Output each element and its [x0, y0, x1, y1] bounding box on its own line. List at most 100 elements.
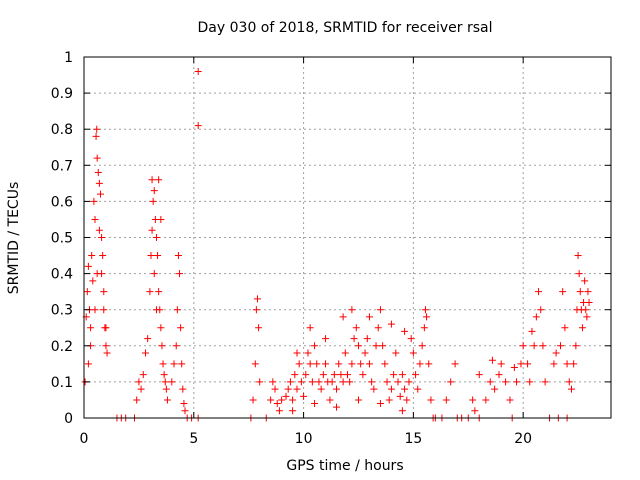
data-point — [519, 342, 527, 350]
data-point — [541, 378, 549, 386]
data-point — [401, 385, 409, 393]
x-tick-label: 0 — [80, 431, 89, 447]
data-point — [398, 407, 406, 415]
data-point — [100, 306, 108, 314]
data-point — [368, 378, 376, 386]
data-point — [152, 306, 160, 314]
data-point — [339, 378, 347, 386]
data-point — [284, 385, 292, 393]
x-tick-label: 5 — [189, 431, 198, 447]
data-point — [173, 306, 181, 314]
data-point — [103, 349, 111, 357]
data-point — [139, 371, 147, 379]
data-point — [304, 349, 312, 357]
data-point — [442, 396, 450, 404]
data-point — [576, 288, 584, 296]
data-point — [556, 342, 564, 350]
y-tick-label: 0.7 — [51, 158, 73, 174]
data-point — [352, 324, 360, 332]
data-point — [584, 288, 592, 296]
data-point — [93, 154, 101, 162]
data-point — [102, 342, 110, 350]
data-point — [90, 197, 98, 205]
data-point — [179, 385, 187, 393]
data-point — [255, 324, 263, 332]
data-point — [94, 169, 102, 177]
grid-lines — [84, 57, 611, 418]
data-point — [93, 125, 101, 133]
data-point — [575, 270, 583, 278]
data-point — [172, 342, 180, 350]
data-point — [526, 378, 534, 386]
data-point — [319, 371, 327, 379]
data-point — [416, 360, 424, 368]
data-point — [157, 215, 165, 223]
data-point — [249, 396, 257, 404]
data-point — [392, 349, 400, 357]
data-point — [524, 360, 532, 368]
data-point — [376, 400, 384, 408]
data-point — [252, 306, 260, 314]
data-point — [84, 262, 92, 270]
data-point — [313, 360, 321, 368]
data-point — [152, 234, 160, 241]
data-point — [550, 360, 558, 368]
data-point — [253, 295, 261, 303]
data-point — [471, 407, 479, 415]
data-point — [289, 407, 297, 415]
data-point — [269, 378, 277, 386]
data-point — [354, 396, 362, 404]
data-point — [96, 190, 104, 198]
y-tick-label: 0.2 — [51, 339, 73, 355]
data-point — [194, 122, 202, 130]
y-tick-label: 0.1 — [51, 375, 73, 391]
data-point — [333, 385, 341, 393]
data-point — [348, 306, 356, 314]
data-point — [83, 288, 91, 296]
data-point — [146, 288, 154, 296]
data-point — [322, 335, 330, 343]
data-point — [585, 298, 593, 306]
data-point — [552, 349, 560, 357]
data-point — [330, 371, 338, 379]
data-point — [574, 252, 582, 260]
data-point — [170, 360, 178, 368]
y-tick-label: 0.8 — [51, 122, 73, 138]
data-point — [390, 371, 398, 379]
data-points — [81, 67, 593, 422]
data-point — [337, 371, 345, 379]
data-point — [359, 371, 367, 379]
data-point — [98, 234, 106, 241]
data-point — [425, 360, 433, 368]
data-point — [581, 277, 589, 285]
data-point — [176, 270, 184, 278]
data-point — [497, 360, 505, 368]
data-point — [194, 67, 202, 75]
data-point — [135, 378, 143, 386]
data-point — [491, 385, 499, 393]
data-point — [572, 342, 580, 350]
data-point — [161, 378, 169, 386]
x-tick-label: 10 — [295, 431, 313, 447]
data-point — [563, 360, 571, 368]
data-point — [486, 378, 494, 386]
data-point — [372, 342, 380, 350]
data-point — [163, 396, 171, 404]
data-point — [387, 385, 395, 393]
y-axis-label: SRMTID / TECUs — [6, 182, 22, 295]
data-point — [177, 324, 185, 332]
data-point — [335, 360, 343, 368]
data-point — [148, 176, 156, 184]
data-point — [407, 335, 415, 343]
y-tick-label: 0.5 — [51, 231, 73, 247]
data-point — [293, 385, 301, 393]
data-point — [506, 396, 514, 404]
data-point — [174, 252, 182, 260]
data-point — [271, 385, 279, 393]
data-point — [537, 306, 545, 314]
data-point — [350, 335, 358, 343]
data-point — [513, 378, 521, 386]
axis-ticks — [83, 56, 611, 419]
y-tick-label: 1 — [64, 50, 73, 66]
data-point — [297, 378, 305, 386]
